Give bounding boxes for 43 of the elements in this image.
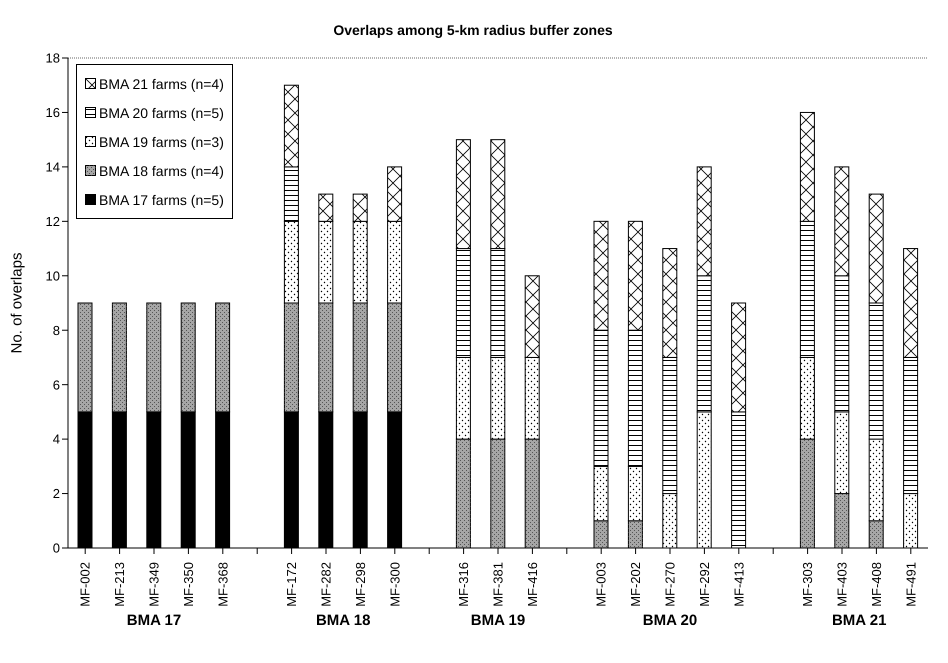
x-tick-label: MF-403: [834, 562, 850, 607]
text: BMA 21: [830, 612, 888, 629]
y-tick-label: 4: [52, 432, 60, 447]
x-tick-label: MF-213: [112, 562, 128, 607]
y-tick-label: 12: [46, 214, 60, 229]
x-tick-label: MF-491: [903, 562, 918, 607]
x-tick-label: MF-303: [800, 562, 816, 607]
text: BMA 17: [126, 612, 182, 629]
x-tick-label: MF-381: [490, 562, 506, 607]
x-tick-label: MF-413: [731, 562, 746, 607]
x-tick-label: MF-172: [284, 562, 300, 607]
y-tick-label: 18: [46, 50, 60, 66]
y-tick-label: 14: [46, 160, 60, 175]
x-tick-label: MF-202: [628, 562, 644, 607]
legend-label: BMA 17 farms (n=5): [99, 192, 224, 208]
x-tick-label: MF-002: [78, 562, 93, 607]
y-tick-label: 8: [52, 322, 60, 338]
x-tick-label: MF-350: [180, 562, 196, 607]
x-tick-label: MF-416: [524, 562, 540, 607]
x-tick-label: MF-003: [594, 562, 609, 607]
x-tick-label: MF-270: [662, 562, 678, 607]
legend-label: BMA 20 farms (n=5): [99, 104, 224, 120]
x-tick-label: MF-316: [456, 562, 472, 607]
x-tick-label: MF-300: [387, 562, 402, 607]
y-tick-label: 2: [52, 486, 60, 502]
legend-label: BMA 21 farms (n=4): [99, 76, 224, 92]
text: BMA 19: [470, 612, 526, 629]
x-tick-label: MF-368: [215, 562, 230, 607]
y-tick-label: 10: [46, 268, 60, 284]
y-tick-label: 16: [46, 105, 60, 120]
y-axis-title: No. of overlaps: [8, 252, 26, 354]
legend-label: BMA 18 farms (n=4): [99, 162, 224, 178]
x-tick-label: MF-292: [696, 562, 712, 607]
x-tick-label: MF-282: [318, 562, 334, 607]
chart-title: Overlaps among 5-km radius buffer zones: [332, 22, 614, 38]
x-tick-label: MF-408: [868, 562, 884, 607]
y-tick-label: 0: [52, 540, 60, 556]
y-tick-label: 6: [52, 377, 60, 392]
text: BMA 18: [314, 612, 372, 629]
text: BMA 20: [642, 612, 698, 629]
legend-label: BMA 19 farms (n=3): [99, 134, 224, 150]
x-tick-label: MF-349: [146, 562, 162, 607]
x-tick-label: MF-298: [352, 562, 368, 607]
